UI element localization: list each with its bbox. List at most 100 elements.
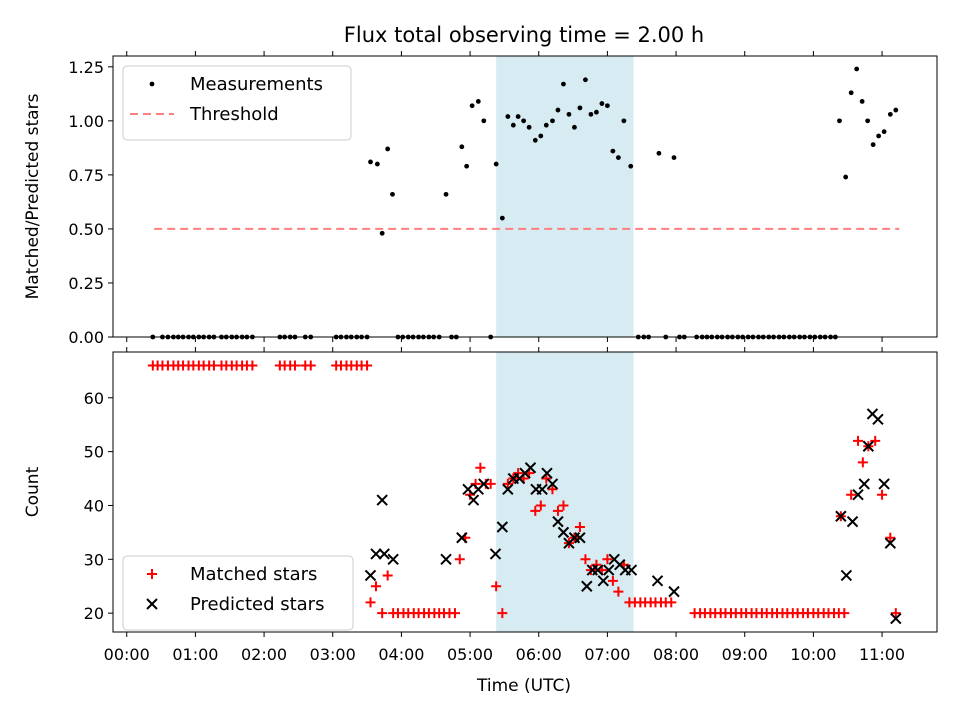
y-tick-label: 0.50 [68,220,104,239]
legend-box [122,555,354,631]
dot-point [550,118,555,124]
x-tick-label: 09:00 [722,645,768,664]
legend-box [122,65,352,141]
x-point [536,483,548,496]
x-point [496,521,509,533]
dot-point [628,163,634,169]
dot-point [588,111,594,117]
legend-dot-swatch [149,81,155,87]
dot-point [881,129,887,135]
x-point [489,548,502,560]
count-panel: 00:00 01:00 02:00 03:00 04:00 05:00 06:00 07:00… [23,347,938,664]
plus-point [885,532,896,543]
x-point [478,478,490,490]
x-tick-label: 04:00 [378,645,424,664]
dot-point [594,109,599,115]
dot-point [854,66,860,72]
dot-point [566,111,572,117]
ratio-panel: 0.00 0.25 0.50 0.75 1.00 1.25 Matched/Predict… [23,51,938,347]
x-point [840,569,853,582]
count-observing-window-span [496,352,634,632]
plus-point [497,608,508,619]
plus-point [289,360,300,371]
dot-point [481,118,487,124]
ratio-plot-content [150,66,900,340]
x-tick-label: 05:00 [447,645,493,664]
x-point [625,564,638,576]
x-point [456,532,468,544]
dot-point [390,191,395,197]
dot-point [526,124,532,130]
x-point [557,526,570,539]
dot-point [599,101,605,106]
dot-point [610,148,616,154]
x-tick-label: 07:00 [584,645,630,664]
plus-point [530,505,541,516]
count-series-plus [147,360,901,619]
y-tick-label: 0.75 [68,166,104,185]
dot-point [605,103,610,109]
dot-point [848,90,854,96]
x-point [552,515,564,528]
x-point [668,585,680,598]
dot-point [577,105,583,111]
x-point [651,575,664,587]
dot-point [521,118,527,124]
legend-x-swatch [146,598,158,610]
x-axis-label: Time (UTC) [476,676,571,696]
y-tick-label: 20 [84,604,104,623]
x-point [890,612,902,625]
dot-point [510,122,516,128]
dot-point [505,114,511,119]
plus-point [890,608,901,619]
dot-point [543,122,549,128]
x-point [597,575,609,587]
y-tick-label: 1.25 [68,58,104,77]
x-point [592,564,604,576]
plus-point [613,586,624,597]
x-point [581,580,593,592]
y-tick-label: 30 [84,550,104,569]
dot-point [493,161,499,167]
plus-point [607,575,618,586]
legend-label: Predicted stars [190,594,324,615]
dot-point [499,215,505,221]
plus-point [475,462,486,473]
plus-point [558,500,569,511]
plus-point [877,489,888,500]
dot-point [368,159,373,165]
x-tick-label: 03:00 [310,645,356,664]
plus-point [502,478,513,489]
x-point [862,440,875,452]
x-point [884,537,897,549]
plus-point [449,608,460,619]
dot-point [561,81,566,87]
plus-point [666,597,677,608]
x-tick-label: 02:00 [241,645,287,664]
plus-point [857,457,868,468]
x-tick-label: 00:00 [104,645,150,664]
ratio-observing-window-span [496,56,634,337]
count-axis-ticks: 00:00 01:00 02:00 03:00 04:00 05:00 06:00 07:00… [84,347,905,664]
x-point [387,553,399,566]
x-point [502,483,514,496]
plus-point [454,554,465,565]
dot-point [515,114,521,119]
y-tick-label: 60 [84,389,104,408]
dot-point [443,191,449,197]
x-tick-label: 11:00 [859,645,905,664]
x-tick-label: 01:00 [172,645,218,664]
ratio-axis-ticks: 0.00 0.25 0.50 0.75 1.00 1.25 [68,51,883,347]
plus-point [370,581,381,592]
dot-point [385,146,391,152]
plus-point [365,597,376,608]
dot-point [379,230,385,236]
x-point [835,510,847,522]
plus-point [382,570,393,581]
dot-point [583,77,588,83]
ratio-axes-frame [112,55,938,338]
dot-point [870,142,876,148]
dot-point [656,150,662,156]
dot-point [615,155,621,160]
